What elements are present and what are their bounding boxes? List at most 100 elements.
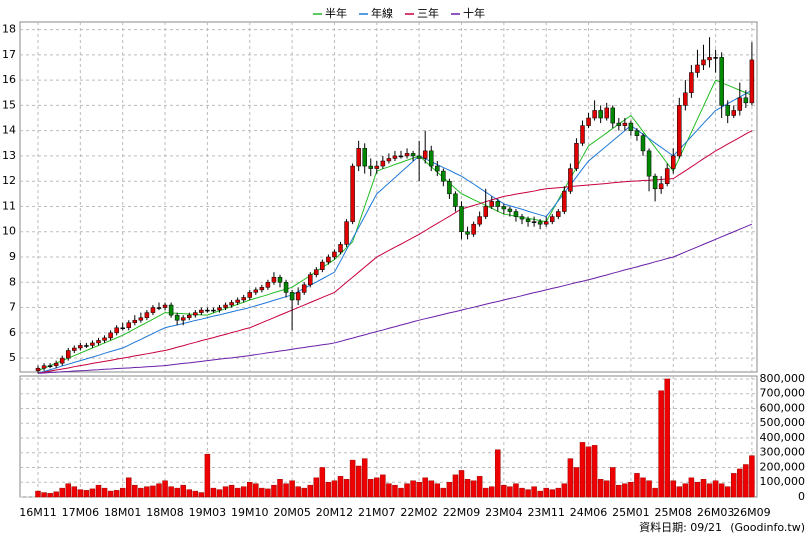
volume-bar (428, 480, 434, 498)
candle-body (550, 216, 555, 222)
candle-body (495, 201, 501, 207)
y-tick-label: 5 (9, 351, 16, 364)
volume-bar (331, 480, 338, 498)
y2-tick-label: 300,000 (760, 446, 806, 459)
volume-bar (489, 486, 495, 498)
y-tick-label: 15 (2, 98, 16, 111)
candle-body (72, 347, 77, 351)
candle-body (356, 148, 361, 167)
volume-bar (180, 484, 186, 498)
volume-bar (495, 449, 501, 498)
volume-bar (355, 465, 362, 498)
candle-body (471, 223, 476, 235)
candle-body (598, 110, 603, 119)
volume-bar (652, 487, 658, 498)
candle-body (301, 284, 307, 293)
volume-bar (53, 491, 59, 498)
candle-body (465, 231, 470, 235)
candle-body (489, 201, 494, 207)
candle-body (132, 319, 138, 323)
y-tick-label: 17 (2, 48, 16, 61)
y-tick-label: 16 (2, 73, 16, 86)
candle-body (537, 221, 543, 225)
candle-body (150, 307, 156, 313)
y-tick-label: 14 (2, 124, 16, 137)
volume-bar (531, 486, 537, 498)
volume-bar (380, 474, 386, 498)
volume-bar (616, 484, 622, 498)
candle-body (271, 276, 277, 283)
data-date: 資料日期: 09/21 (639, 520, 722, 534)
candle-body (519, 216, 525, 220)
candle-body (416, 155, 422, 159)
candle-body (580, 125, 585, 144)
candle-body (277, 276, 283, 283)
volume-bar (688, 477, 695, 498)
volume-bar (337, 476, 344, 498)
candle-body (513, 211, 519, 217)
candle-body (138, 317, 144, 321)
volume-bar (724, 486, 731, 498)
x-tick-label: 18M08 (146, 506, 184, 519)
volume-bar (186, 489, 192, 498)
ma-line (37, 130, 753, 374)
candle-body (41, 365, 47, 369)
volume-bar (71, 486, 78, 498)
volume-bar (712, 480, 719, 498)
candle-body (295, 292, 301, 301)
candle-body (507, 208, 513, 212)
x-tick-label: 25M08 (655, 506, 693, 519)
y-tick-label: 9 (9, 250, 16, 263)
candle-body (180, 317, 186, 321)
candle-body (483, 206, 488, 217)
volume-bar (585, 446, 592, 498)
candle-body (556, 211, 561, 217)
volume-bar (295, 486, 301, 498)
x-tick-label: 23M11 (527, 506, 565, 519)
candle-body (229, 302, 234, 306)
candle-body (737, 97, 743, 111)
volume-bar (646, 480, 652, 498)
y2-tick-label: 800,000 (760, 372, 806, 385)
candle-body (187, 314, 192, 318)
candle-body (568, 168, 573, 192)
volume-bar (658, 390, 664, 498)
candle-body (289, 292, 295, 301)
volume-bar (325, 481, 332, 498)
candle-body (211, 309, 216, 312)
candle-body (398, 155, 404, 158)
candle-body (114, 327, 119, 334)
candle-body (404, 153, 410, 157)
volume-bar (319, 467, 326, 498)
candle-body (622, 122, 628, 126)
volume-bar (597, 479, 604, 498)
y-tick-label: 13 (2, 149, 16, 162)
candle-body (374, 165, 380, 169)
volume-bar (591, 445, 598, 498)
legend-label: 十年 (463, 6, 485, 20)
volume-bar (240, 486, 247, 498)
y2-tick-label: 200,000 (760, 460, 806, 473)
candle-body (350, 165, 355, 222)
volume-bar (676, 486, 683, 498)
volume-bar (47, 493, 53, 498)
candle-body (338, 244, 343, 253)
volume-bar (83, 490, 90, 498)
x-tick-label: 26M03 (697, 506, 735, 519)
candle-body (332, 251, 337, 258)
legend-label: 年線 (371, 6, 393, 20)
volume-bar (198, 492, 205, 498)
y-tick-label: 7 (9, 301, 16, 314)
candle-body (314, 269, 319, 275)
volume-bar (579, 442, 586, 498)
candle-body (283, 282, 289, 293)
price-frame (19, 21, 758, 373)
candle-body (193, 312, 198, 316)
volume-bar (89, 488, 96, 498)
volume-bar (192, 490, 199, 498)
candle-body (344, 221, 349, 245)
volume-bar (507, 486, 513, 498)
volume-bar (65, 483, 71, 498)
candle-body (78, 345, 83, 349)
volume-bar (706, 483, 713, 498)
